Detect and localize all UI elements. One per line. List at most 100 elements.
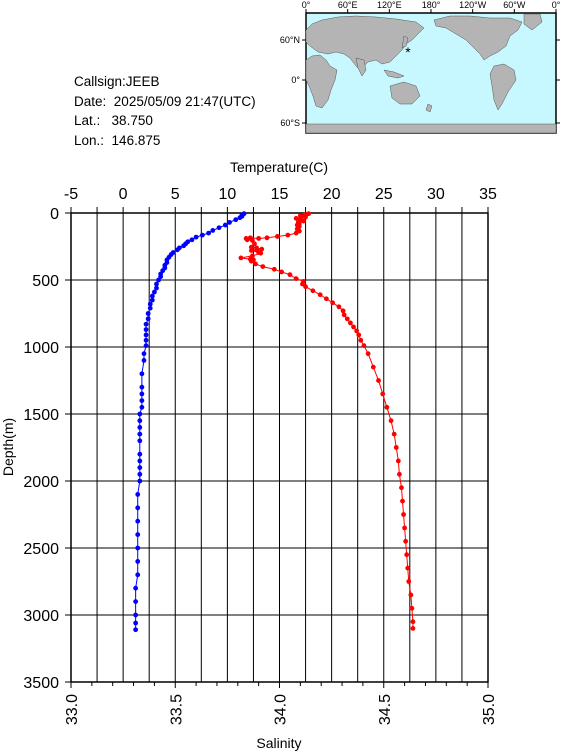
temperature-point (293, 230, 299, 236)
depth-tick-label: 1000 (23, 340, 59, 357)
lat-label: Lat.: (74, 113, 101, 129)
temperature-point (401, 512, 406, 517)
temperature-tick-label: -5 (64, 186, 78, 203)
salinity-point (137, 425, 143, 430)
temperature-point (384, 404, 390, 410)
temperature-point (244, 237, 250, 243)
callsign-label: Callsign: (74, 74, 126, 89)
temperature-point (391, 431, 397, 437)
temperature-point (356, 332, 362, 338)
temperature-point (259, 246, 265, 252)
salinity-point (137, 431, 143, 437)
map-lat-label: 60°S (280, 118, 300, 128)
land-eurasia (305, 15, 425, 71)
land-north-america (433, 15, 523, 61)
temperature-point (264, 235, 270, 241)
map-labels: 0° 60°E 120°E 180° 120°W 60°W 0° 60°N 0° 60°S (280, 0, 561, 128)
temperature-point (370, 364, 376, 370)
temperature-point (344, 316, 350, 322)
date-line: Date: 2025/05/09 21:47(UTC) (74, 92, 256, 112)
land-india (355, 57, 367, 77)
temperature-tick-label: 10 (218, 186, 236, 203)
temperature-point (253, 261, 258, 267)
temperature-point (410, 626, 416, 631)
depth-tick-label: 2000 (23, 474, 59, 491)
temperature-point (260, 264, 266, 269)
temperature-point (395, 458, 401, 464)
series (133, 211, 416, 633)
depth-axis-label: Depth(m) (0, 418, 16, 476)
temperature-tick-label: 20 (323, 186, 341, 203)
temperature-point (405, 565, 411, 571)
temperature-point (275, 234, 280, 239)
map-lon-label: 180° (422, 0, 441, 10)
map-lat-label: 0° (291, 75, 300, 85)
salinity-point (154, 285, 159, 291)
world-map: * 0° 60°E 120°E 180° 120°W 60°W 0° 60°N 0° 60°S (280, 0, 561, 134)
profile-chart: -5 0 5 10 15 20 25 30 35 33.0 33.5 34.0 34.5 35.0 0 5… (0, 159, 498, 751)
salinity-tick-labels: 33.0 33.5 34.0 34.5 35.0 (64, 694, 498, 725)
temperature-point (341, 312, 347, 318)
axis-ticks (65, 207, 489, 688)
salinity-point (137, 471, 143, 477)
salinity-point (206, 230, 212, 236)
temperature-point (310, 288, 316, 294)
salinity-point (135, 532, 141, 537)
land-greenland (523, 13, 543, 31)
salinity-tick-label: 34.0 (273, 694, 290, 725)
salinity-point (199, 232, 205, 238)
salinity-point (137, 465, 143, 470)
salinity-point (135, 518, 141, 524)
salinity-point (141, 351, 147, 357)
map-lon-label: 120°E (377, 0, 402, 10)
lon-value: 146.875 (111, 132, 161, 148)
salinity-point (133, 627, 139, 633)
salinity-point (139, 391, 145, 397)
salinity-point (174, 247, 180, 253)
map-ticks (302, 9, 560, 124)
map-lon-label: 0° (302, 0, 311, 10)
salinity-point (135, 559, 141, 564)
temperature-point (248, 248, 254, 253)
temperature-point (256, 236, 262, 241)
salinity-point (135, 572, 141, 578)
salinity-point (137, 418, 143, 424)
temperature-point (393, 445, 399, 450)
temperature-point (361, 343, 367, 349)
depth-tick-label: 1500 (23, 407, 59, 424)
salinity-point (156, 277, 161, 283)
salinity-axis-label: Salinity (256, 735, 301, 751)
temperature-point (380, 391, 386, 397)
temperature-profile-line (240, 213, 414, 629)
temperature-point (354, 328, 360, 334)
temperature-point (258, 250, 264, 256)
temperature-point (406, 579, 412, 584)
temperature-point (330, 300, 336, 306)
callsign-line: Callsign:JEEB (74, 72, 256, 92)
temperature-point (403, 538, 409, 544)
temperature-point (410, 619, 416, 625)
land-africa (305, 54, 338, 109)
salinity-point (147, 305, 153, 311)
temperature-tick-label: 30 (427, 186, 445, 203)
salinity-point (135, 492, 141, 497)
temperature-point (238, 255, 244, 261)
land-south-america (489, 63, 517, 111)
temperature-point (252, 241, 257, 247)
depth-tick-labels: 0 500 1000 1500 2000 2500 3000 3500 (23, 206, 59, 692)
salinity-point (145, 316, 151, 322)
salinity-point (139, 384, 145, 390)
temperature-tick-labels: -5 0 5 10 15 20 25 30 35 (64, 186, 497, 203)
temperature-point (301, 218, 306, 224)
temperature-point (287, 272, 293, 278)
salinity-point (237, 215, 243, 221)
map-lat-label: 60°N (280, 35, 300, 45)
temperature-point (365, 351, 371, 357)
temperature-point (303, 284, 308, 290)
temperature-point (303, 214, 308, 220)
depth-tick-label: 500 (32, 273, 59, 290)
temperature-point (285, 232, 291, 238)
temperature-point (388, 418, 394, 424)
temperature-point (340, 308, 346, 314)
temperature-point (248, 244, 254, 250)
